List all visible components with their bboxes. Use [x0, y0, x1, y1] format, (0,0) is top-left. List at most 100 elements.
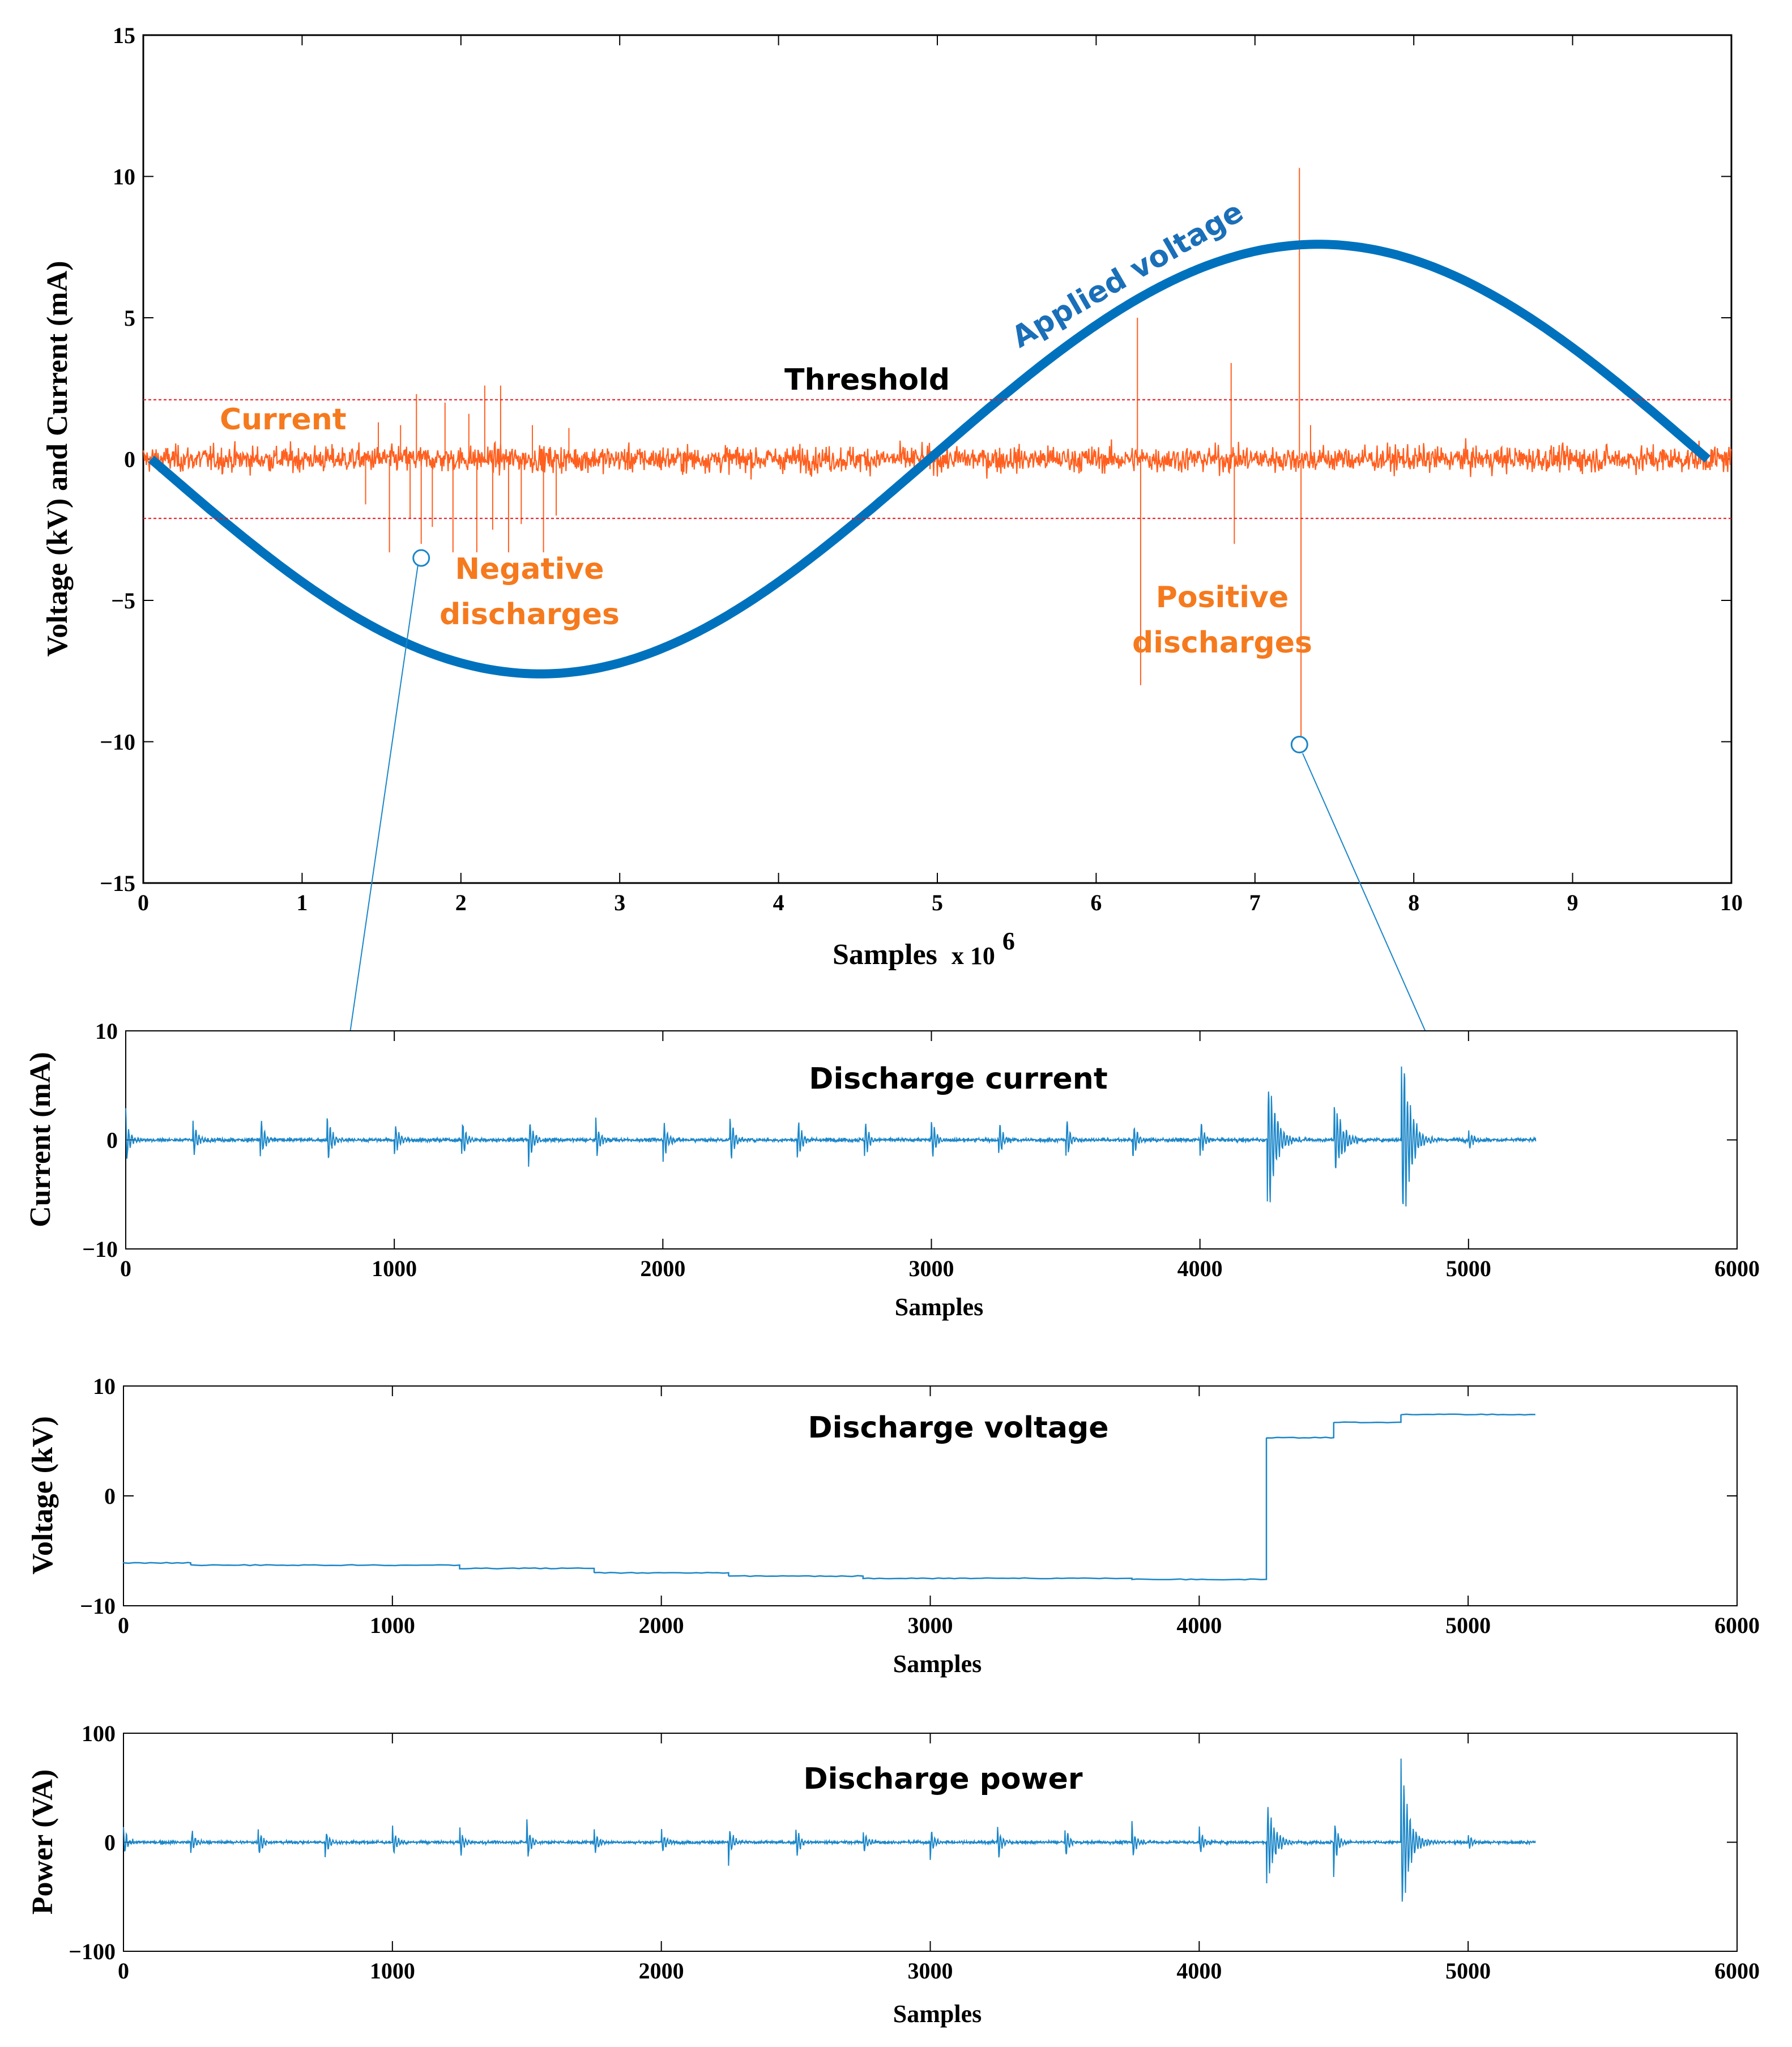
current-chart-x-label: Samples	[895, 1293, 983, 1321]
voltage-chart-plot-area	[122, 1413, 1535, 1581]
main-chart-x-label-exp: 6	[1002, 927, 1015, 955]
y-tick-label: 100	[82, 1721, 116, 1746]
voltage-chart-y-label: Voltage (kV)	[27, 1416, 59, 1575]
y-tick-label: 0	[104, 1830, 116, 1856]
x-tick-label: 3000	[908, 1613, 953, 1638]
x-tick-label: 2000	[640, 1256, 685, 1281]
x-tick-label: 2000	[639, 1958, 684, 1984]
main-chart-x-label-main: Samples	[833, 939, 937, 971]
main-chart-x-tick-labels: 0 1 2 3 4 5 6 7 8 9 10	[138, 890, 1743, 915]
current-chart: 0 1000 2000 3000 4000 5000 6000 100−10 Dischar…	[24, 1018, 1760, 1321]
voltage-chart-y-tick-labels: 10 0 −10	[80, 1374, 116, 1619]
voltage-chart-x-label: Samples	[893, 1650, 982, 1678]
x-tick-label: 4	[773, 890, 784, 915]
x-tick-label: 5	[932, 890, 943, 915]
x-tick-label: 5000	[1446, 1256, 1491, 1281]
zoom-markers	[412, 549, 1308, 753]
current-chart-title: Discharge current	[809, 1062, 1107, 1096]
positive-discharges-label-line1: Positive	[1156, 581, 1288, 615]
x-tick-label: 0	[118, 1958, 129, 1984]
y-tick-label: 0	[104, 1483, 116, 1509]
power-chart-ticks	[123, 1733, 1738, 1952]
y-tick-label: −100	[69, 1939, 116, 1964]
x-tick-label: 2000	[639, 1613, 684, 1638]
power-chart-x-label: Samples	[893, 2000, 982, 2028]
main-chart-ticks	[143, 35, 1732, 884]
x-tick-label: 9	[1567, 890, 1578, 915]
p4-trace	[123, 1758, 1536, 1902]
x-tick-label: 1	[296, 890, 308, 915]
p2-trace	[125, 1066, 1537, 1207]
power-chart-y-label: Power (VA)	[27, 1769, 59, 1915]
y-tick-label: 15	[113, 23, 135, 48]
x-tick-label: 6000	[1714, 1958, 1760, 1984]
x-tick-label: 10	[1720, 890, 1743, 915]
y-tick-label: 10	[93, 1374, 116, 1399]
x-tick-label: 1000	[372, 1256, 417, 1281]
y-tick-label: −10	[80, 1593, 116, 1619]
x-tick-label: 3000	[908, 1958, 953, 1984]
main-chart-y-label: Voltage (kV) and Current (mA)	[41, 261, 74, 656]
current-chart-x-tick-labels: 0 1000 2000 3000 4000 5000 6000	[120, 1256, 1760, 1281]
power-chart-y-tick-labels: 100 0 −100	[69, 1721, 116, 1964]
discharge-voltage-trace	[122, 1413, 1535, 1581]
current-label: Current	[220, 403, 347, 437]
y-tick-label: −5	[111, 588, 135, 613]
x-tick-label: 6000	[1714, 1256, 1760, 1281]
y-tick-label: 0	[106, 1128, 118, 1153]
main-chart-plot-area	[142, 168, 1732, 748]
current-chart-plot-area	[125, 1066, 1537, 1207]
threshold-label: Threshold	[784, 363, 950, 397]
x-tick-label: 5000	[1445, 1613, 1491, 1638]
main-chart-x-label: Samples x 10 6	[833, 927, 1015, 971]
current-noise-trace	[142, 438, 1732, 480]
y-tick-label: −10	[100, 730, 135, 755]
x-tick-label: 0	[138, 890, 149, 915]
power-chart-title: Discharge power	[803, 1762, 1082, 1796]
current-chart-y-label: Current (mA)	[24, 1052, 57, 1227]
main-chart: 0 1 2 3 4 5 6 7 8 9 10 15 10 5 0 −5 −10 −15 Voltage (kV)…	[41, 23, 1743, 1064]
x-tick-label: 5000	[1445, 1958, 1491, 1984]
y-tick-label: −15	[100, 871, 135, 896]
power-chart: 0 1000 2000 3000 4000 5000 6000 1000−100 Disch…	[27, 1721, 1760, 2028]
negative-discharges-label-line1: Negative	[455, 552, 604, 586]
x-tick-label: 3	[614, 890, 625, 915]
y-tick-label: 10	[113, 164, 135, 190]
x-tick-label: 8	[1408, 890, 1419, 915]
main-chart-x-label-suffix: x 10	[952, 942, 995, 970]
negative-discharges-label-line2: discharges	[440, 598, 620, 632]
x-tick-label: 4000	[1177, 1256, 1223, 1281]
voltage-chart-frame	[123, 1385, 1738, 1606]
x-tick-label: 7	[1249, 890, 1261, 915]
voltage-chart-title: Discharge voltage	[808, 1411, 1109, 1445]
x-tick-label: 0	[120, 1256, 131, 1281]
zoom-marker-circle	[1290, 735, 1308, 753]
current-chart-y-tick-labels: 10 0 −10	[82, 1018, 118, 1262]
x-tick-label: 4000	[1176, 1613, 1222, 1638]
x-tick-label: 1000	[370, 1958, 415, 1984]
power-chart-x-tick-labels: 0 1000 2000 3000 4000 5000 6000	[118, 1958, 1760, 1984]
x-tick-label: 0	[118, 1613, 129, 1638]
negative-zoom-connector	[348, 564, 419, 1045]
voltage-chart: 0 1000 2000 3000 4000 5000 6000 100−10 Dischar…	[27, 1374, 1760, 1678]
zoom-marker-circle	[412, 549, 430, 567]
x-tick-label: 4000	[1176, 1958, 1222, 1984]
applied-voltage-trace	[148, 240, 1711, 679]
current-chart-ticks	[125, 1030, 1738, 1249]
y-tick-label: 0	[124, 447, 135, 472]
positive-discharges-label-line2: discharges	[1132, 626, 1312, 660]
power-chart-plot-area	[123, 1758, 1536, 1902]
voltage-chart-x-tick-labels: 0 1000 2000 3000 4000 5000 6000	[118, 1613, 1760, 1638]
main-chart-y-tick-labels: 15 10 5 0 −5 −10 −15	[100, 23, 135, 896]
y-tick-label: −10	[82, 1236, 118, 1262]
y-tick-label: 10	[95, 1018, 118, 1044]
x-tick-label: 6	[1090, 890, 1102, 915]
x-tick-label: 2	[455, 890, 467, 915]
x-tick-label: 6000	[1714, 1613, 1760, 1638]
x-tick-label: 3000	[909, 1256, 954, 1281]
x-tick-label: 1000	[370, 1613, 415, 1638]
positive-zoom-connector	[1302, 753, 1440, 1064]
y-tick-label: 5	[124, 305, 135, 331]
voltage-chart-ticks	[123, 1385, 1738, 1606]
